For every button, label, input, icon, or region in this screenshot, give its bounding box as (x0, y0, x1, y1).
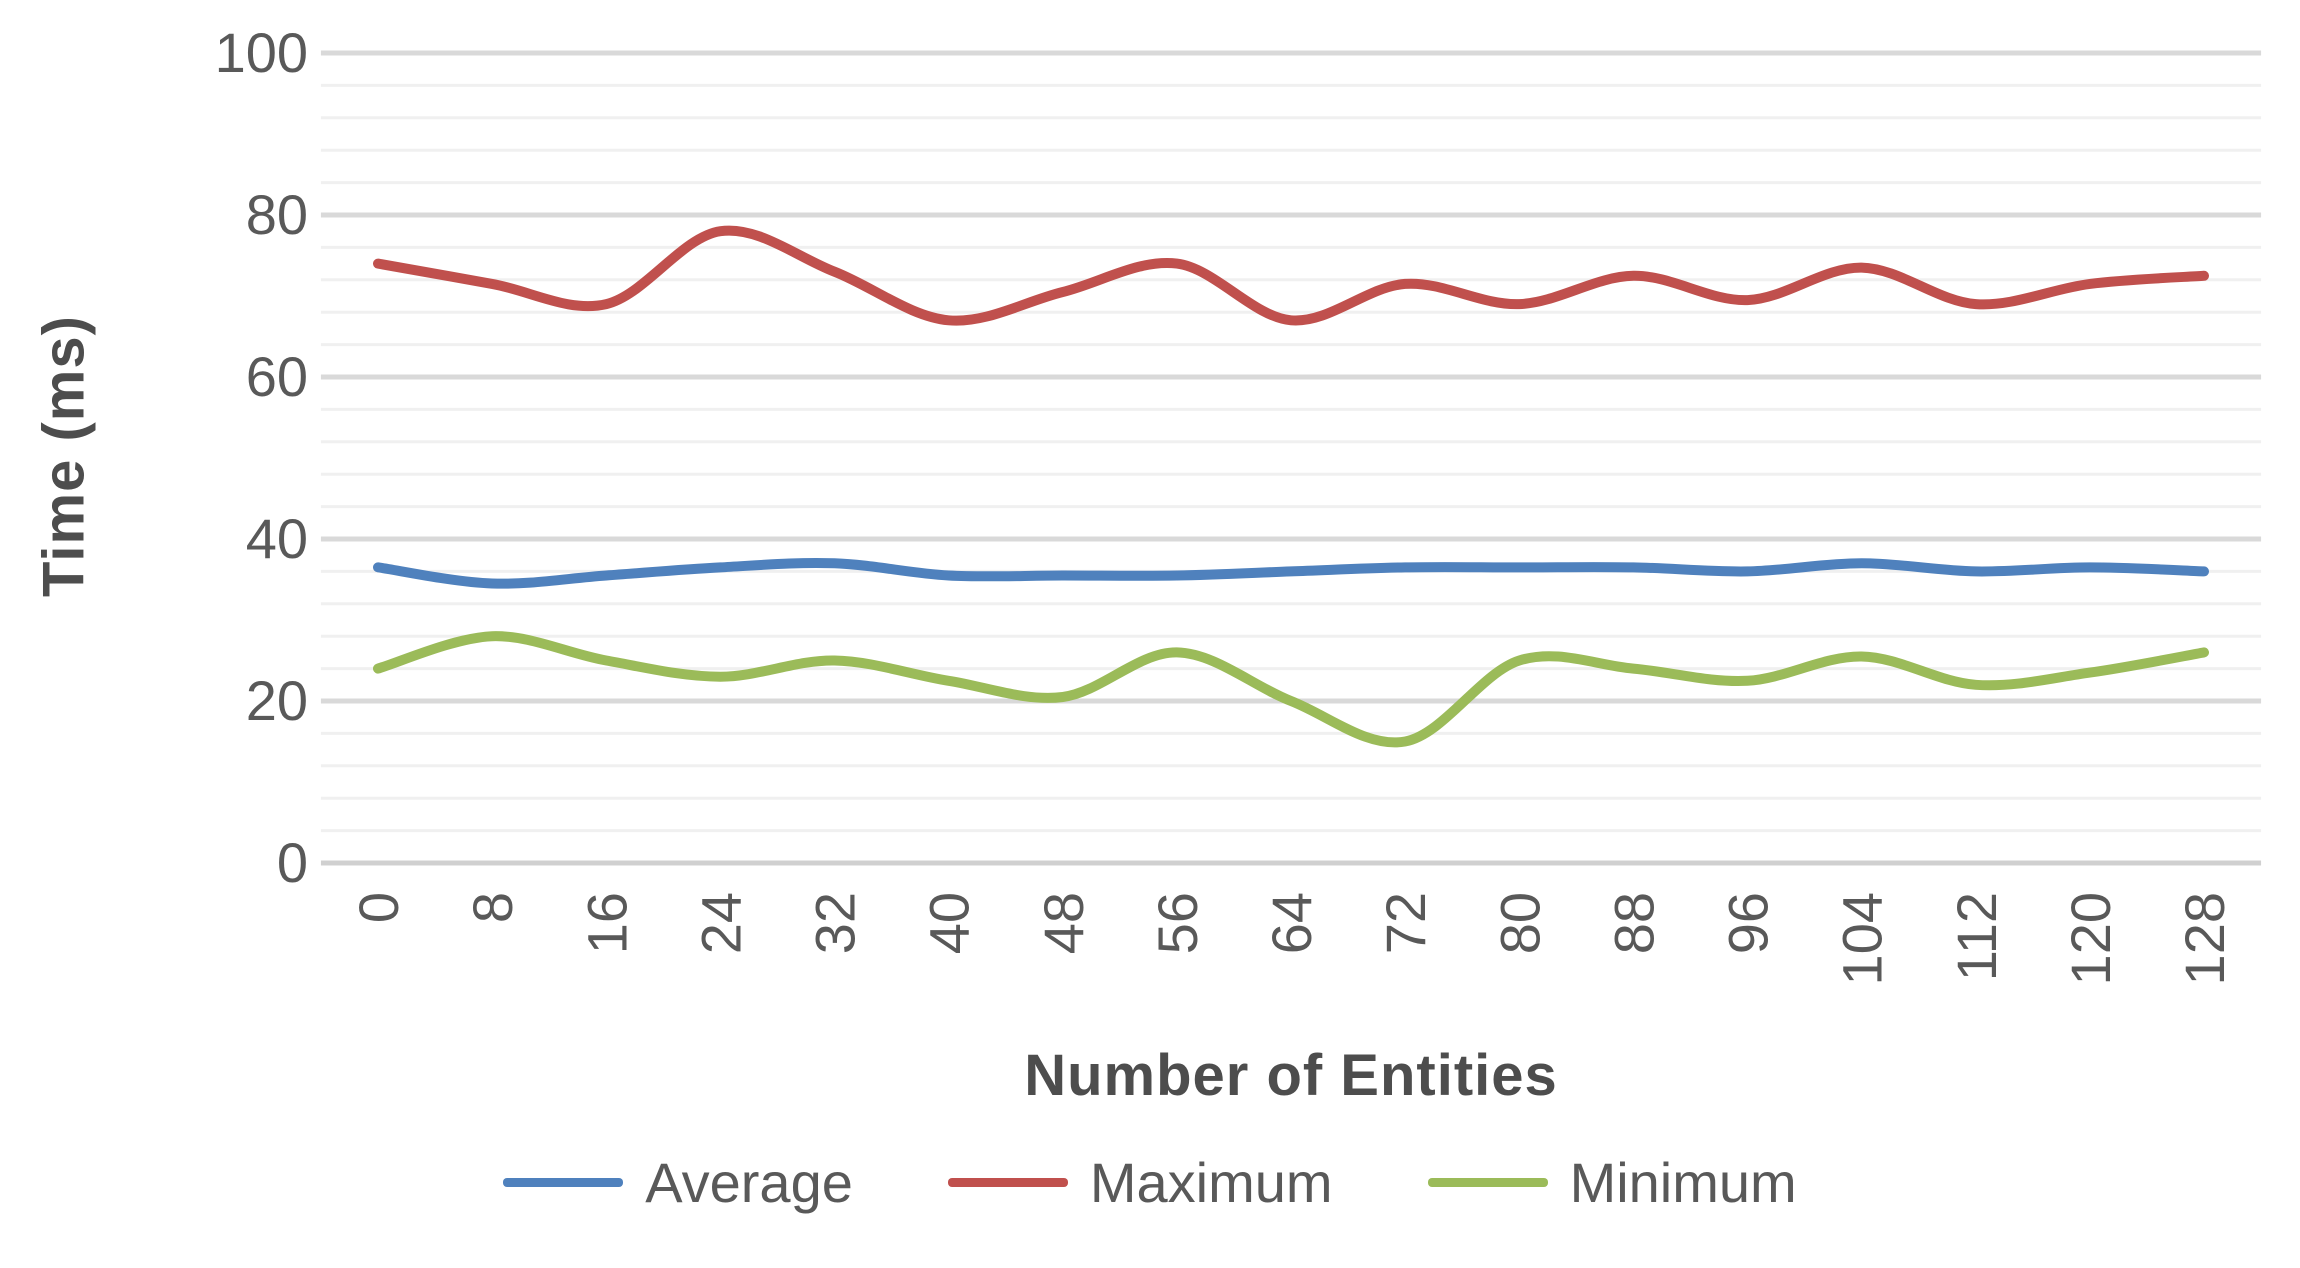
x-tick-label: 16 (575, 892, 638, 954)
x-tick-label: 64 (1260, 892, 1323, 954)
y-tick-label: 20 (246, 669, 308, 732)
y-tick-label: 100 (215, 21, 308, 84)
legend-item-maximum: Maximum (947, 1150, 1333, 1215)
x-tick-label: 48 (1032, 892, 1095, 954)
series-line-minimum (373, 631, 2209, 748)
legend-label-minimum: Minimum (1569, 1151, 1797, 1214)
x-tick-label: 112 (1945, 892, 2008, 981)
x-tick-label: 8 (461, 892, 524, 923)
legend-item-average: Average (503, 1150, 853, 1215)
x-tick-label: 96 (1717, 892, 1780, 954)
y-axis-title: Time (ms) (31, 315, 97, 597)
x-tick-label: 72 (1374, 892, 1437, 954)
legend-label-maximum: Maximum (1089, 1151, 1333, 1214)
series-line-maximum (373, 225, 2209, 326)
maximum-line-swatch (947, 1178, 1068, 1187)
legend-label-average: Average (645, 1151, 853, 1214)
y-tick-label: 60 (246, 345, 308, 408)
y-tick-label: 40 (246, 507, 308, 570)
x-tick-label: 56 (1146, 892, 1209, 954)
legend-item-minimum: Minimum (1427, 1150, 1797, 1215)
x-tick-label: 88 (1602, 892, 1665, 954)
minimum-line-swatch (1427, 1178, 1548, 1187)
x-tick-label: 24 (689, 892, 752, 954)
average-line-swatch (503, 1178, 624, 1187)
x-axis-title: Number of Entities (1024, 1043, 1558, 1108)
legend: Average Maximum Minimum (0, 1150, 2300, 1215)
series-line-average (373, 557, 2209, 589)
x-tick-label: 80 (1488, 892, 1551, 954)
x-tick-label: 104 (1831, 892, 1894, 985)
y-tick-label: 0 (277, 831, 308, 894)
x-tick-label: 40 (918, 892, 981, 954)
x-tick-label: 0 (347, 892, 410, 923)
y-tick-label: 80 (246, 183, 308, 246)
x-tick-label: 32 (804, 892, 867, 954)
x-tick-label: 120 (2059, 892, 2122, 985)
x-tick-label: 128 (2173, 892, 2236, 985)
